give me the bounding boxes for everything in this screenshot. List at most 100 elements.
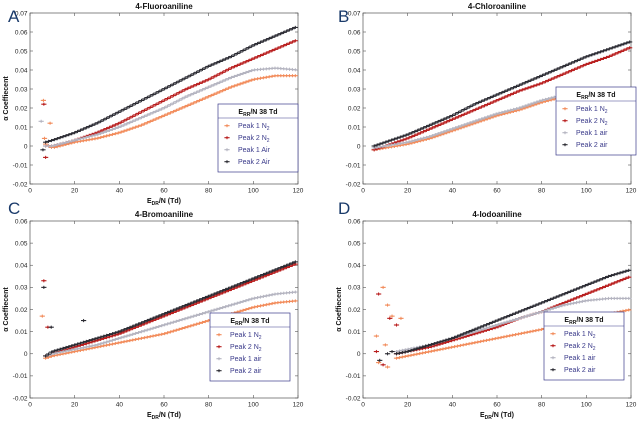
y-axis-label: α Coeffiecent — [336, 287, 343, 332]
data-point — [574, 58, 580, 63]
data-point — [150, 334, 156, 338]
data-point — [394, 136, 400, 140]
data-point — [141, 114, 147, 118]
data-point — [130, 114, 136, 118]
data-point — [121, 119, 127, 123]
data-point — [429, 126, 435, 130]
data-point — [286, 41, 293, 45]
data-point — [284, 29, 290, 33]
data-point — [217, 59, 223, 64]
data-point — [176, 79, 182, 83]
data-point — [502, 110, 508, 114]
x-tick-label: 80 — [205, 402, 213, 409]
data-point — [138, 123, 145, 127]
data-point — [452, 112, 459, 116]
data-point — [470, 109, 476, 113]
data-point — [228, 54, 235, 59]
legend-marker — [224, 160, 230, 164]
data-point — [173, 100, 179, 104]
data-point — [531, 77, 537, 81]
x-tick-label: 60 — [160, 188, 168, 195]
data-point — [490, 94, 496, 98]
data-point — [577, 65, 583, 69]
y-tick-label: 0.07 — [348, 10, 361, 17]
data-point — [409, 131, 415, 135]
data-point — [112, 123, 118, 127]
data-point — [98, 119, 104, 123]
data-point — [432, 121, 438, 125]
data-point — [115, 122, 121, 126]
data-point — [589, 60, 595, 64]
data-point — [458, 109, 464, 113]
data-point — [118, 124, 124, 128]
data-point — [473, 107, 479, 112]
data-point — [557, 73, 563, 78]
data-point — [223, 57, 229, 61]
data-point — [269, 49, 275, 53]
data-point — [223, 78, 229, 82]
data-point — [144, 113, 150, 117]
data-point — [208, 84, 214, 88]
data-point — [124, 106, 130, 110]
data-point — [528, 78, 534, 82]
data-point — [124, 122, 130, 126]
data-point — [138, 110, 145, 114]
data-point — [98, 135, 104, 140]
data-point — [223, 69, 229, 73]
y-tick-label: -0.01 — [346, 373, 361, 380]
data-point — [447, 118, 453, 123]
data-point — [571, 67, 578, 71]
data-point — [467, 110, 473, 114]
data-point — [583, 62, 589, 66]
y-tick-label: 0.06 — [15, 29, 28, 36]
data-point — [130, 338, 136, 342]
data-point — [179, 89, 185, 93]
data-point — [133, 113, 139, 117]
y-tick-label: 0.03 — [15, 285, 28, 292]
data-point — [104, 343, 110, 347]
data-point — [618, 49, 624, 54]
x-tick-label: 40 — [449, 188, 457, 195]
data-point — [185, 75, 191, 79]
data-point — [164, 112, 171, 116]
data-point — [580, 64, 586, 68]
data-point — [109, 124, 116, 128]
legend-entry: Peak 1 air — [230, 356, 262, 363]
data-point — [225, 67, 232, 71]
data-point — [153, 91, 159, 95]
data-point — [286, 28, 293, 32]
data-point — [566, 62, 572, 66]
data-point — [208, 93, 214, 98]
data-point — [542, 80, 549, 84]
data-point — [86, 124, 92, 129]
x-axis-label: EDR/N (Td) — [147, 198, 181, 207]
x-tick-label: 20 — [71, 402, 79, 409]
data-point — [164, 96, 171, 101]
data-point — [409, 134, 415, 139]
data-point — [510, 86, 517, 90]
data-point — [621, 42, 627, 46]
data-point — [438, 131, 444, 135]
data-point — [191, 91, 197, 96]
data-point — [583, 55, 589, 59]
data-point — [257, 40, 264, 44]
data-point — [275, 33, 281, 37]
x-tick-label: 0 — [28, 402, 32, 409]
data-point — [144, 121, 150, 125]
data-point — [476, 106, 482, 110]
chart-title: 4-Fluoroaniline — [135, 2, 193, 11]
data-point — [208, 76, 214, 80]
data-point — [516, 83, 522, 87]
data-point — [162, 106, 168, 110]
x-tick-label: 40 — [116, 188, 124, 195]
legend-entry: Peak 2 N2 — [238, 135, 270, 144]
data-point — [423, 128, 430, 133]
legend-heading: ERR/N 38 Td — [238, 109, 277, 118]
data-point — [159, 88, 165, 92]
data-point — [493, 93, 499, 97]
data-point — [115, 131, 121, 135]
data-point — [539, 81, 546, 85]
data-point — [196, 98, 203, 103]
data-point — [289, 40, 296, 44]
data-point — [179, 78, 185, 82]
